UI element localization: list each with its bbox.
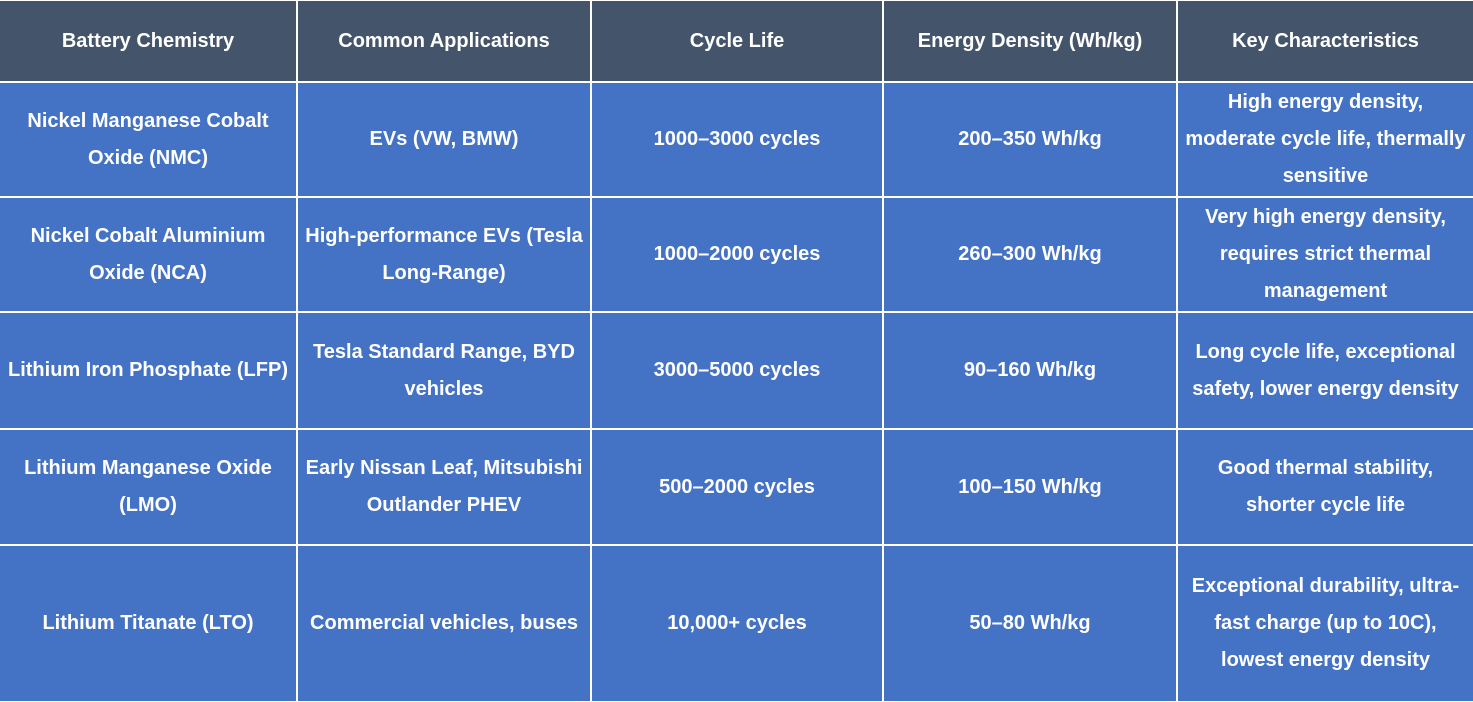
table-cell: Lithium Manganese Oxide (LMO) <box>0 430 296 544</box>
table-cell: High-performance EVs (Tesla Long-Range) <box>298 198 590 311</box>
header-cell: Cycle Life <box>592 1 882 81</box>
table-cell: 10,000+ cycles <box>592 546 882 701</box>
table-cell: 500–2000 cycles <box>592 430 882 544</box>
header-cell: Battery Chemistry <box>0 1 296 81</box>
table-cell: 260–300 Wh/kg <box>884 198 1176 311</box>
header-cell: Key Characteristics <box>1178 1 1473 81</box>
table-cell: 200–350 Wh/kg <box>884 83 1176 196</box>
table-cell: Early Nissan Leaf, Mitsubishi Outlander … <box>298 430 590 544</box>
table-cell: 3000–5000 cycles <box>592 313 882 428</box>
table-cell: 1000–2000 cycles <box>592 198 882 311</box>
table-cell: 100–150 Wh/kg <box>884 430 1176 544</box>
table-cell: High energy density, moderate cycle life… <box>1178 83 1473 196</box>
table-cell: Very high energy density, requires stric… <box>1178 198 1473 311</box>
table-cell: 50–80 Wh/kg <box>884 546 1176 701</box>
table-cell: Nickel Cobalt Aluminium Oxide (NCA) <box>0 198 296 311</box>
table-cell: Nickel Manganese Cobalt Oxide (NMC) <box>0 83 296 196</box>
header-cell: Common Applications <box>298 1 590 81</box>
table-cell: Tesla Standard Range, BYD vehicles <box>298 313 590 428</box>
table-cell: EVs (VW, BMW) <box>298 83 590 196</box>
table-cell: Long cycle life, exceptional safety, low… <box>1178 313 1473 428</box>
table-cell: Lithium Iron Phosphate (LFP) <box>0 313 296 428</box>
table-cell: Good thermal stability, shorter cycle li… <box>1178 430 1473 544</box>
table-cell: 90–160 Wh/kg <box>884 313 1176 428</box>
table-cell: Exceptional durability, ultra-fast charg… <box>1178 546 1473 701</box>
table-cell: Lithium Titanate (LTO) <box>0 546 296 701</box>
table-cell: 1000–3000 cycles <box>592 83 882 196</box>
table-cell: Commercial vehicles, buses <box>298 546 590 701</box>
header-cell: Energy Density (Wh/kg) <box>884 1 1176 81</box>
